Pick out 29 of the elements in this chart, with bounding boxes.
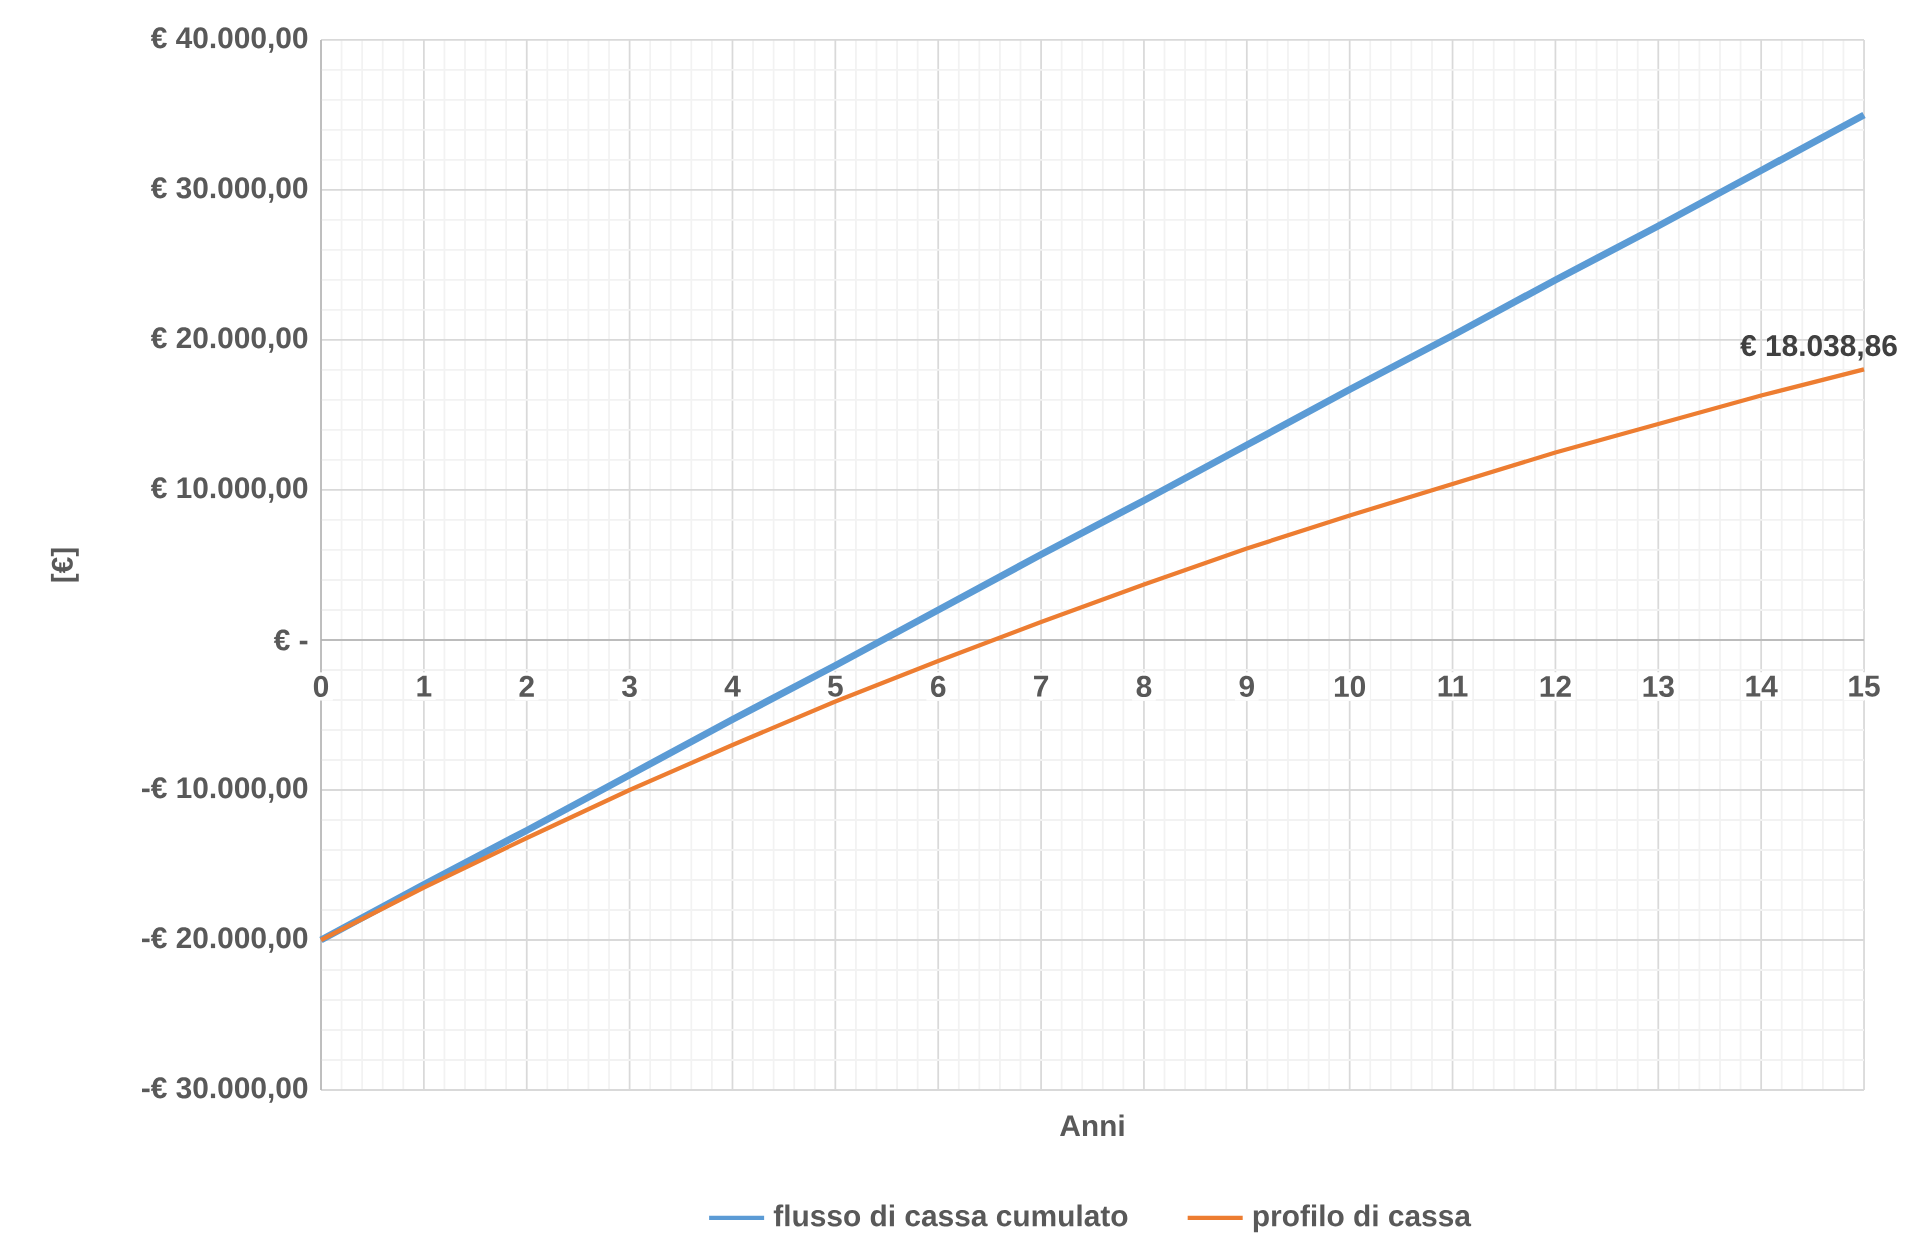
x-tick-label: 13 [1643,675,1674,698]
x-tick-label: 10 [1334,675,1366,697]
x-tick-label: 9 [1239,675,1254,697]
y-tick-label: € 20.000,00 [150,327,308,353]
legend-label: profilo di cassa [1253,1204,1472,1233]
y-tick-label: € 10.000,00 [150,477,308,503]
y-tick-label: € 30.000,00 [150,177,308,203]
x-axis-title: Anni [1060,1114,1124,1137]
y-axis-title: [€] [50,548,79,582]
x-tick-label: 15 [1849,675,1880,697]
x-tick-label: 14 [1746,675,1778,697]
x-tick-label: 11 [1438,675,1468,697]
x-tick-label: 2 [519,675,534,697]
x-tick-label: 0 [313,675,329,697]
legend-label: flusso di cassa cumulato [773,1204,1128,1227]
x-tick-label: 1 [417,675,432,697]
x-tick-label: 5 [827,675,843,697]
x-tick-label: 4 [724,675,741,697]
annotation: € 18.038,86 [1740,335,1897,361]
y-tick-label: € 40.000,00 [150,27,308,53]
x-tick-label: 12 [1540,675,1571,697]
y-tick-label: -€ 20.000,00 [141,927,308,953]
y-tick-label: € - [273,629,308,651]
x-tick-label: 8 [1136,675,1152,697]
y-tick-label: -€ 30.000,00 [141,1077,308,1103]
y-tick-label: -€ 10.000,00 [141,777,308,803]
x-tick-label: 6 [931,675,946,697]
x-tick-label: 3 [621,675,637,698]
x-tick-label: 7 [1034,675,1049,697]
